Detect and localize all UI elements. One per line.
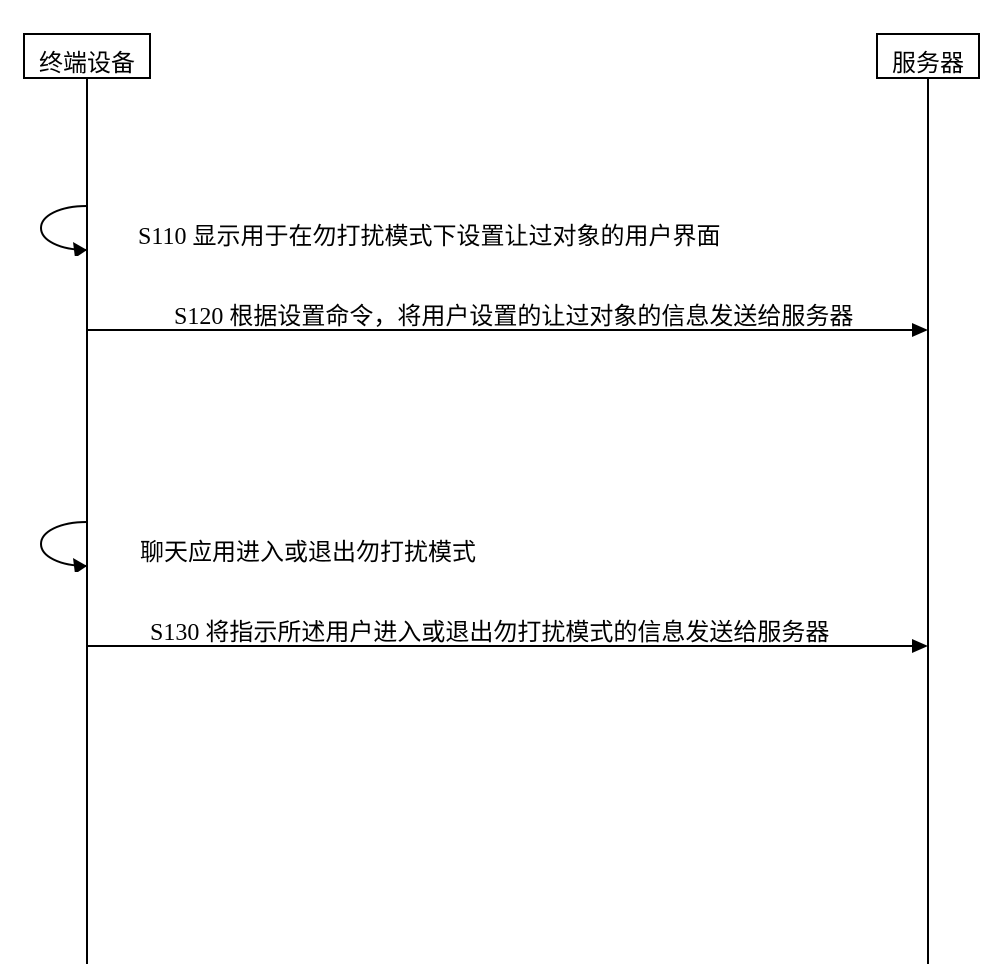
- arrow-s130-head: [912, 639, 928, 653]
- selfloop-dnd: [37, 516, 87, 572]
- selfloop-s110: [37, 200, 87, 256]
- label-dnd: 聊天应用进入或退出勿打扰模式: [140, 532, 476, 567]
- actor-terminal-box: 终端设备: [23, 33, 151, 79]
- selfloop-icon: [37, 516, 87, 572]
- actor-server-label: 服务器: [892, 51, 964, 77]
- label-s120: S120 根据设置命令，将用户设置的让过对象的信息发送给服务器: [174, 296, 853, 331]
- selfloop-icon: [37, 200, 87, 256]
- lifeline-server: [927, 79, 929, 964]
- arrow-s120-head: [912, 323, 928, 337]
- label-s130: S130 将指示所述用户进入或退出勿打扰模式的信息发送给服务器: [150, 612, 829, 647]
- actor-server-box: 服务器: [876, 33, 980, 79]
- sequence-diagram: { "diagram": { "type": "sequence", "back…: [0, 0, 1000, 964]
- label-s110: S110 显示用于在勿打扰模式下设置让过对象的用户界面: [138, 216, 720, 251]
- actor-terminal-label: 终端设备: [39, 51, 135, 77]
